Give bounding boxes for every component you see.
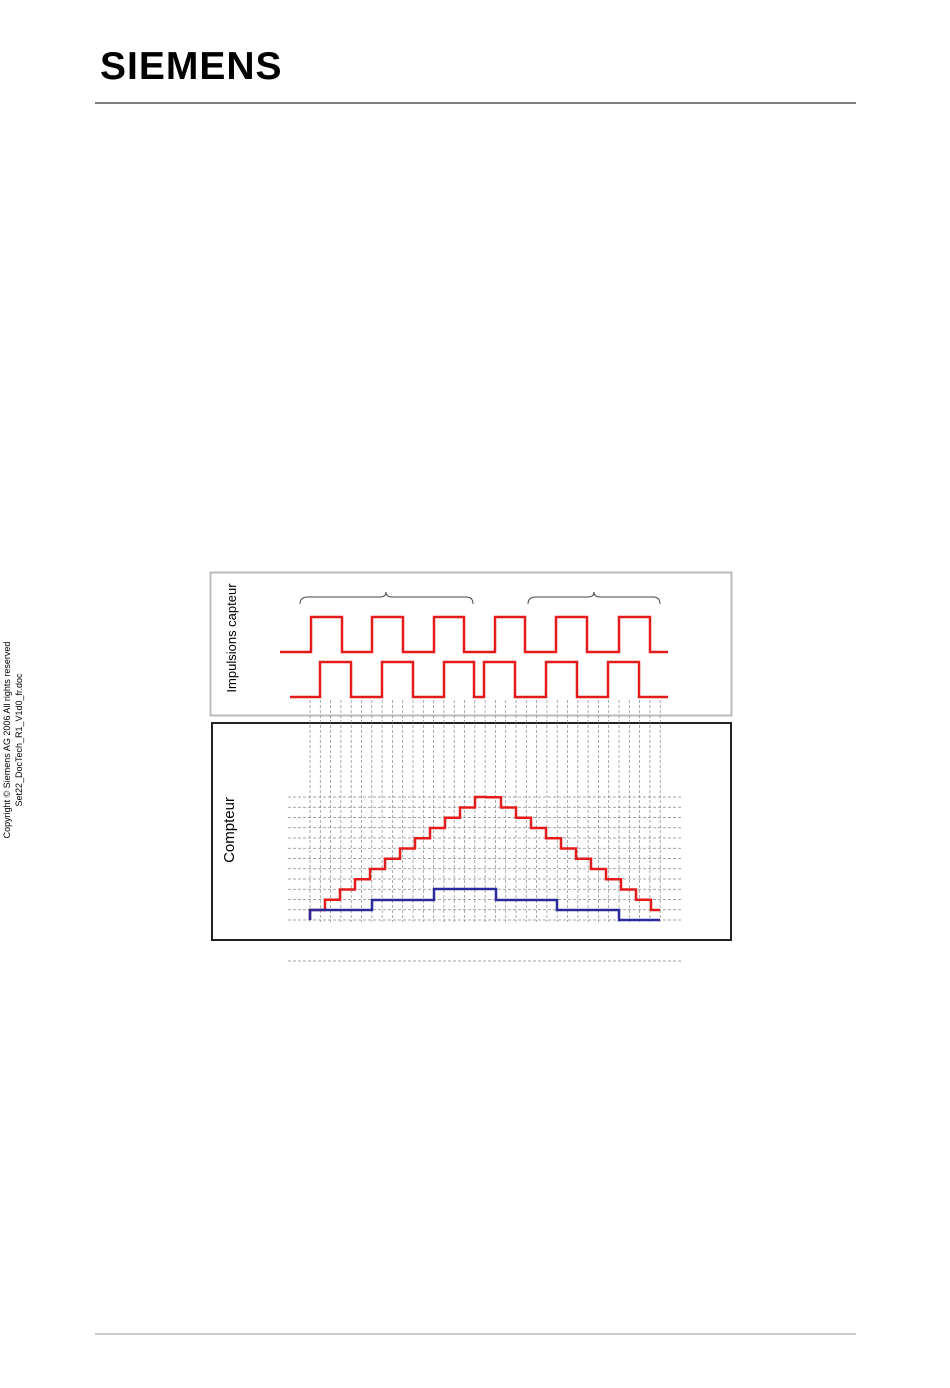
sensor-signal-b (290, 660, 668, 699)
brace (527, 591, 661, 605)
brace (299, 591, 474, 605)
counter-box (211, 722, 732, 941)
grid (288, 700, 682, 962)
logo: SIEMENS (100, 45, 283, 88)
sensor-signal-a (280, 615, 668, 654)
counter-fine (308, 795, 660, 920)
waveforms (280, 615, 668, 922)
sensor-label: Impulsions capteur (224, 583, 239, 693)
sensor-box (209, 571, 733, 717)
copyright: Copyright © Siemens AG 2006 All rights r… (2, 642, 12, 839)
counter-coarse (308, 887, 660, 922)
filename: Set22_DocTech_R1_V1d0_fr.doc (14, 673, 24, 807)
counter-label: Compteur (221, 797, 238, 863)
